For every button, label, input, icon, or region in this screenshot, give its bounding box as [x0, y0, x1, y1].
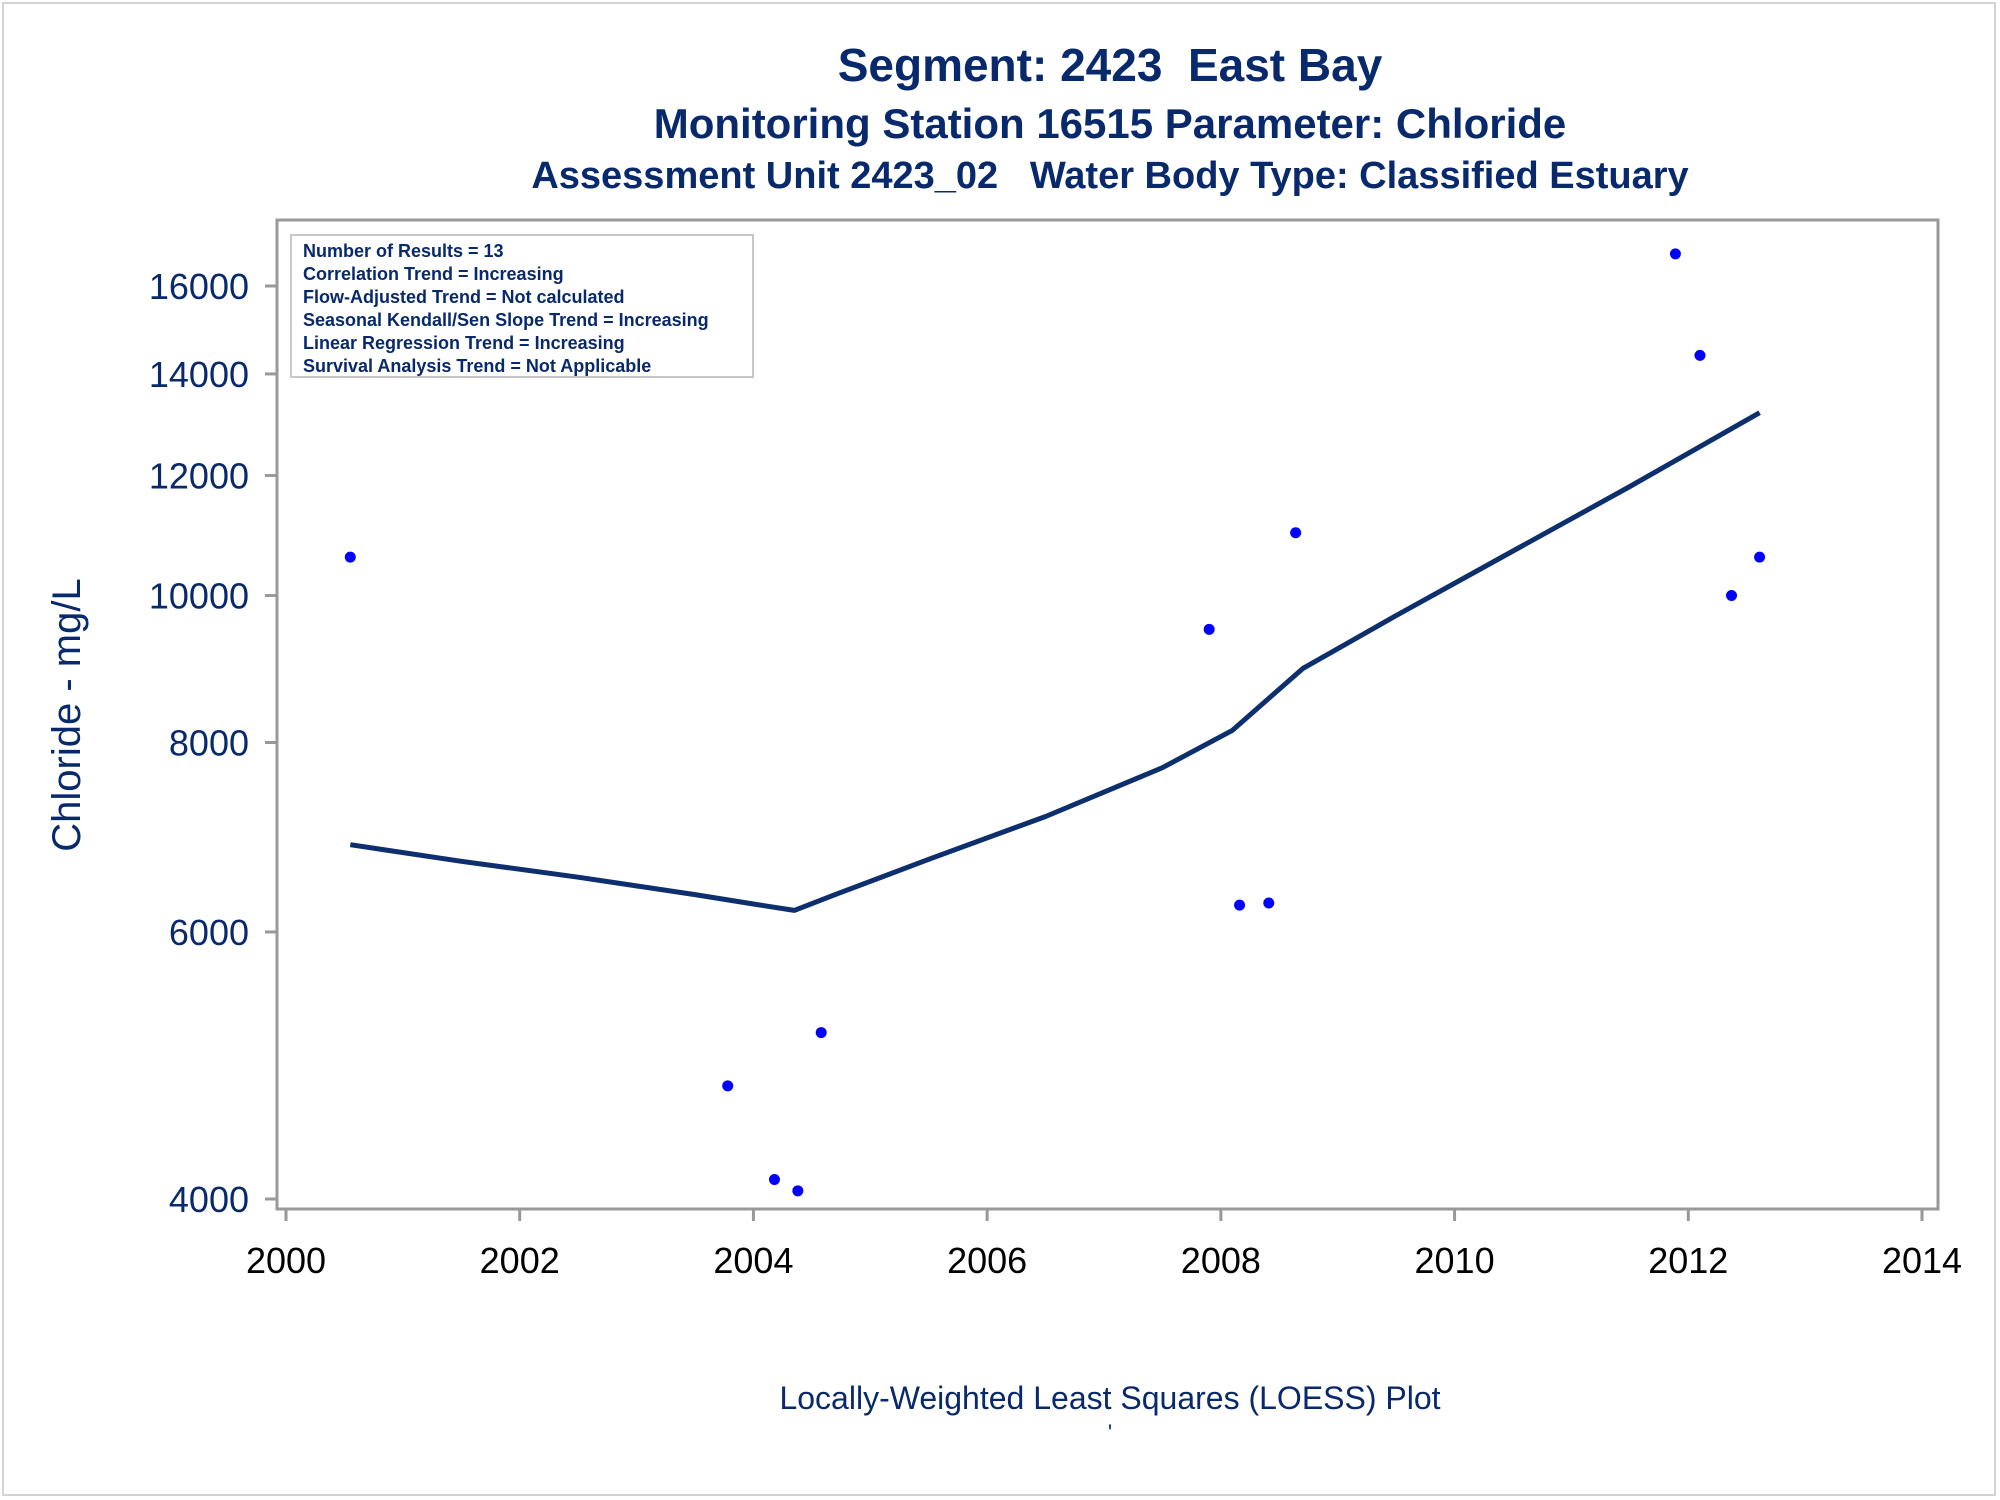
x-axis-label: Locally-Weighted Least Squares (LOESS) P… [779, 1380, 1441, 1416]
chart-title: Segment: 2423 East Bay [837, 39, 1383, 91]
data-point [1203, 623, 1215, 635]
x-tick-label: 2006 [947, 1240, 1027, 1281]
x-tick-label: 2012 [1648, 1240, 1728, 1281]
plot-area [275, 218, 1940, 1211]
chart-subtitle-2: Assessment Unit 2423_02 Water Body Type:… [531, 155, 1689, 197]
legend-line: Seasonal Kendall/Sen Slope Trend = Incre… [303, 310, 709, 330]
data-point [1263, 897, 1275, 909]
x-tick-label: 2014 [1882, 1240, 1962, 1281]
legend-line: Linear Regression Trend = Increasing [303, 333, 625, 353]
footnote: ' [1107, 1420, 1113, 1445]
x-tick-label: 2010 [1415, 1240, 1495, 1281]
data-point [1694, 349, 1706, 361]
data-point [792, 1185, 804, 1197]
y-tick-label: 6000 [169, 912, 249, 953]
legend-box [290, 234, 754, 378]
data-point [344, 551, 356, 563]
y-tick-label: 16000 [149, 266, 249, 307]
chart-subtitle: Monitoring Station 16515 Parameter: Chlo… [653, 100, 1567, 147]
legend-line: Survival Analysis Trend = Not Applicable [303, 356, 651, 376]
y-tick-label: 8000 [169, 723, 249, 764]
legend-line: Number of Results = 13 [303, 241, 504, 261]
y-axis-label: Chloride - mg/L [45, 578, 89, 851]
y-tick-label: 10000 [149, 576, 249, 617]
data-point [1234, 899, 1246, 911]
data-point [722, 1080, 734, 1092]
y-tick-label: 4000 [169, 1179, 249, 1220]
x-tick-label: 2000 [246, 1240, 326, 1281]
legend-line: Flow-Adjusted Trend = Not calculated [303, 287, 625, 307]
data-point [1669, 248, 1681, 260]
y-tick-label: 12000 [149, 455, 249, 496]
x-tick-label: 2002 [480, 1240, 560, 1281]
x-tick-label: 2008 [1181, 1240, 1261, 1281]
data-point [1726, 590, 1738, 602]
loess-line [349, 410, 1761, 913]
legend-line: Correlation Trend = Increasing [303, 264, 564, 284]
y-tick-label: 14000 [149, 354, 249, 395]
data-point [1754, 551, 1766, 563]
data-point [1290, 527, 1302, 539]
data-point [815, 1027, 827, 1039]
x-tick-label: 2004 [713, 1240, 793, 1281]
data-point [768, 1174, 780, 1186]
